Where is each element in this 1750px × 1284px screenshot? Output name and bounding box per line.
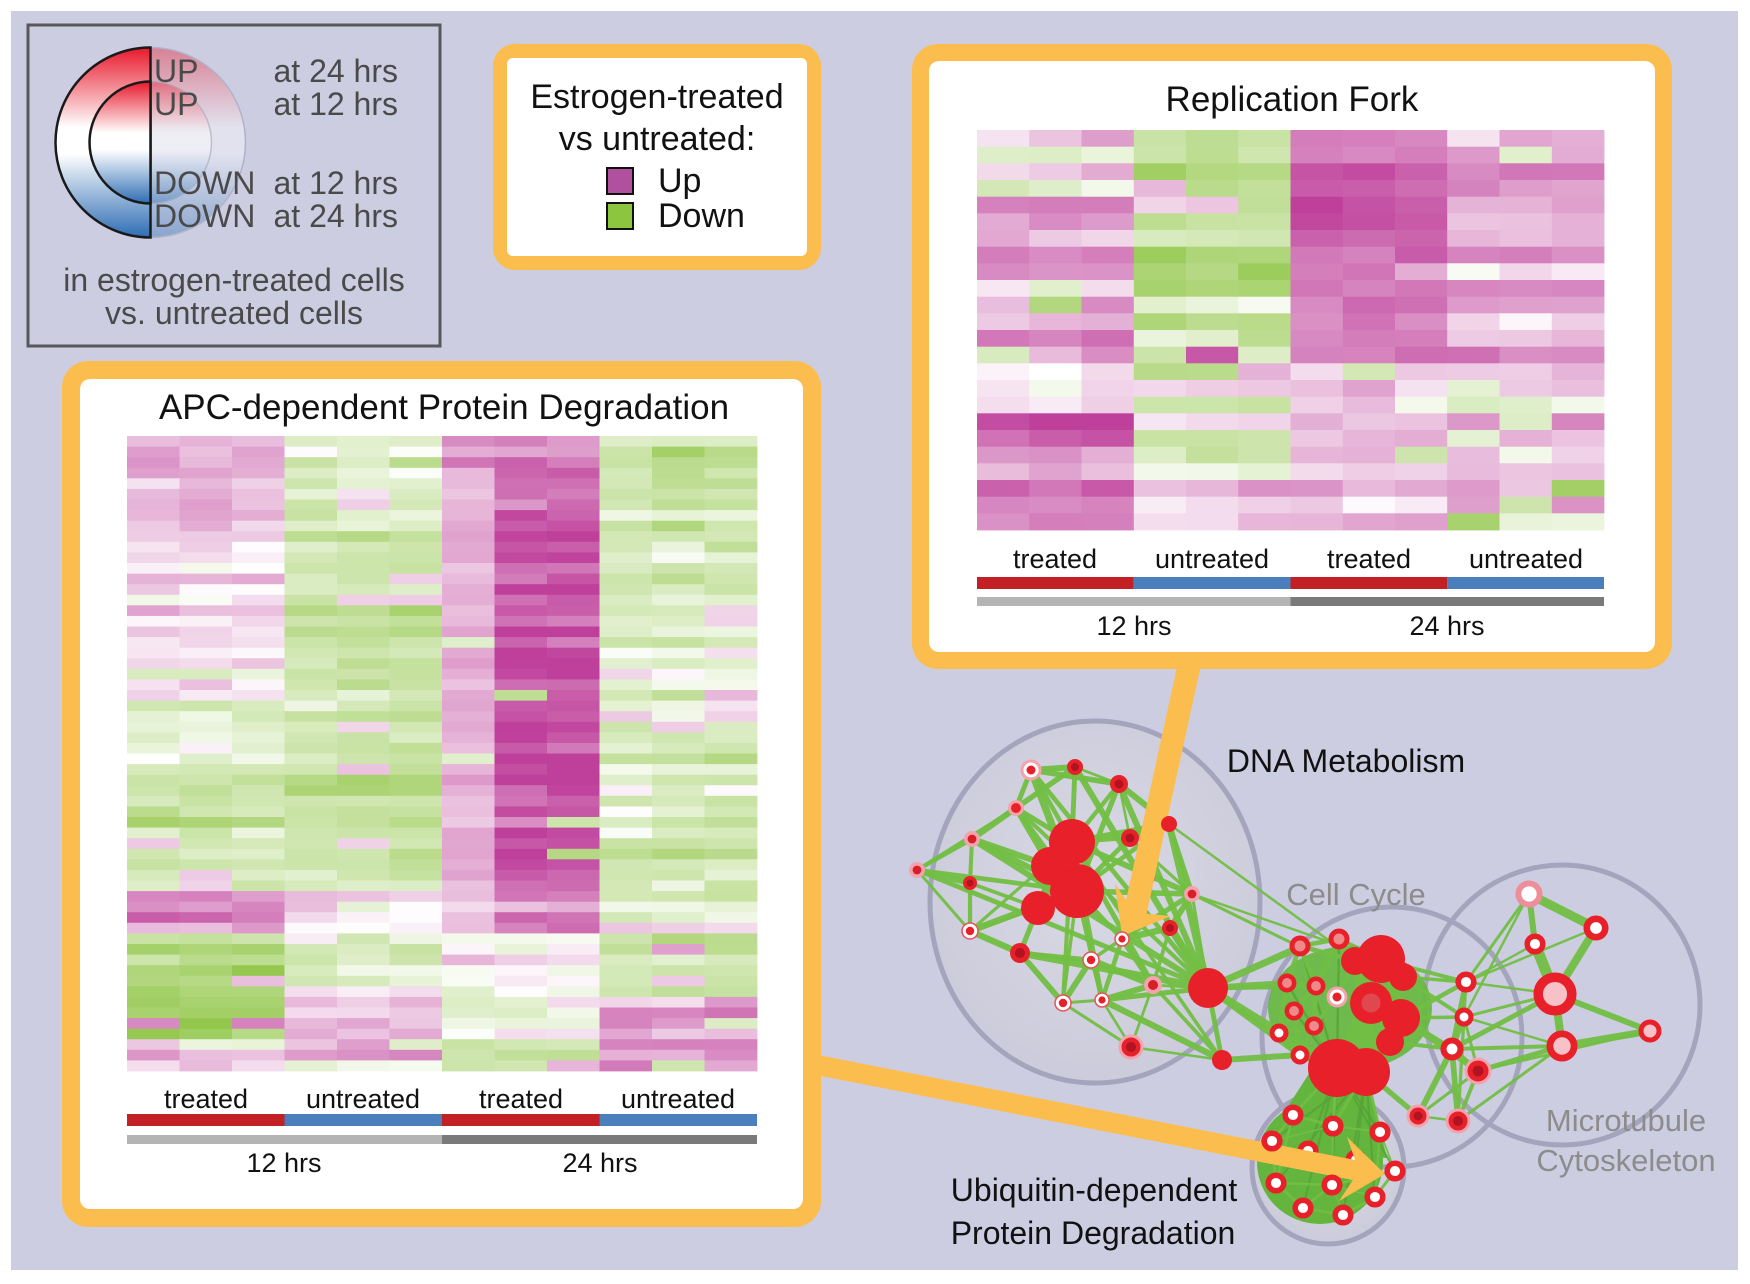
svg-text:Cytoskeleton: Cytoskeleton bbox=[1536, 1143, 1715, 1178]
svg-text:DOWN: DOWN bbox=[154, 198, 255, 234]
svg-text:in estrogen-treated cells: in estrogen-treated cells bbox=[63, 262, 405, 298]
svg-text:at 12 hrs: at 12 hrs bbox=[273, 165, 398, 201]
svg-text:24 hrs: 24 hrs bbox=[1409, 611, 1484, 641]
svg-text:at 24 hrs: at 24 hrs bbox=[273, 53, 398, 89]
svg-text:treated: treated bbox=[479, 1084, 563, 1114]
svg-text:Microtubule: Microtubule bbox=[1546, 1103, 1706, 1138]
svg-text:Down: Down bbox=[658, 197, 745, 235]
svg-text:vs. untreated cells: vs. untreated cells bbox=[105, 295, 363, 331]
svg-text:Cell Cycle: Cell Cycle bbox=[1286, 877, 1426, 912]
svg-text:Replication Fork: Replication Fork bbox=[1166, 80, 1419, 119]
svg-text:treated: treated bbox=[1327, 544, 1411, 574]
svg-text:Ubiquitin-dependent: Ubiquitin-dependent bbox=[951, 1172, 1238, 1208]
svg-text:untreated: untreated bbox=[621, 1084, 735, 1114]
svg-text:DOWN: DOWN bbox=[154, 165, 255, 201]
svg-text:Estrogen-treated: Estrogen-treated bbox=[530, 78, 783, 116]
svg-text:vs untreated:: vs untreated: bbox=[559, 120, 756, 158]
svg-text:treated: treated bbox=[1013, 544, 1097, 574]
svg-text:UP: UP bbox=[154, 86, 198, 122]
svg-text:at 12 hrs: at 12 hrs bbox=[273, 86, 398, 122]
svg-text:UP: UP bbox=[154, 53, 198, 89]
svg-text:untreated: untreated bbox=[306, 1084, 420, 1114]
svg-text:treated: treated bbox=[164, 1084, 248, 1114]
svg-text:12 hrs: 12 hrs bbox=[1096, 611, 1171, 641]
svg-text:Protein Degradation: Protein Degradation bbox=[951, 1215, 1236, 1251]
svg-text:DNA Metabolism: DNA Metabolism bbox=[1227, 743, 1465, 779]
svg-text:12 hrs: 12 hrs bbox=[246, 1148, 321, 1178]
svg-text:untreated: untreated bbox=[1155, 544, 1269, 574]
svg-text:24 hrs: 24 hrs bbox=[562, 1148, 637, 1178]
svg-text:Up: Up bbox=[658, 162, 701, 200]
svg-text:untreated: untreated bbox=[1469, 544, 1583, 574]
svg-text:APC-dependent Protein Degradat: APC-dependent Protein Degradation bbox=[159, 388, 729, 427]
svg-text:at 24 hrs: at 24 hrs bbox=[273, 198, 398, 234]
